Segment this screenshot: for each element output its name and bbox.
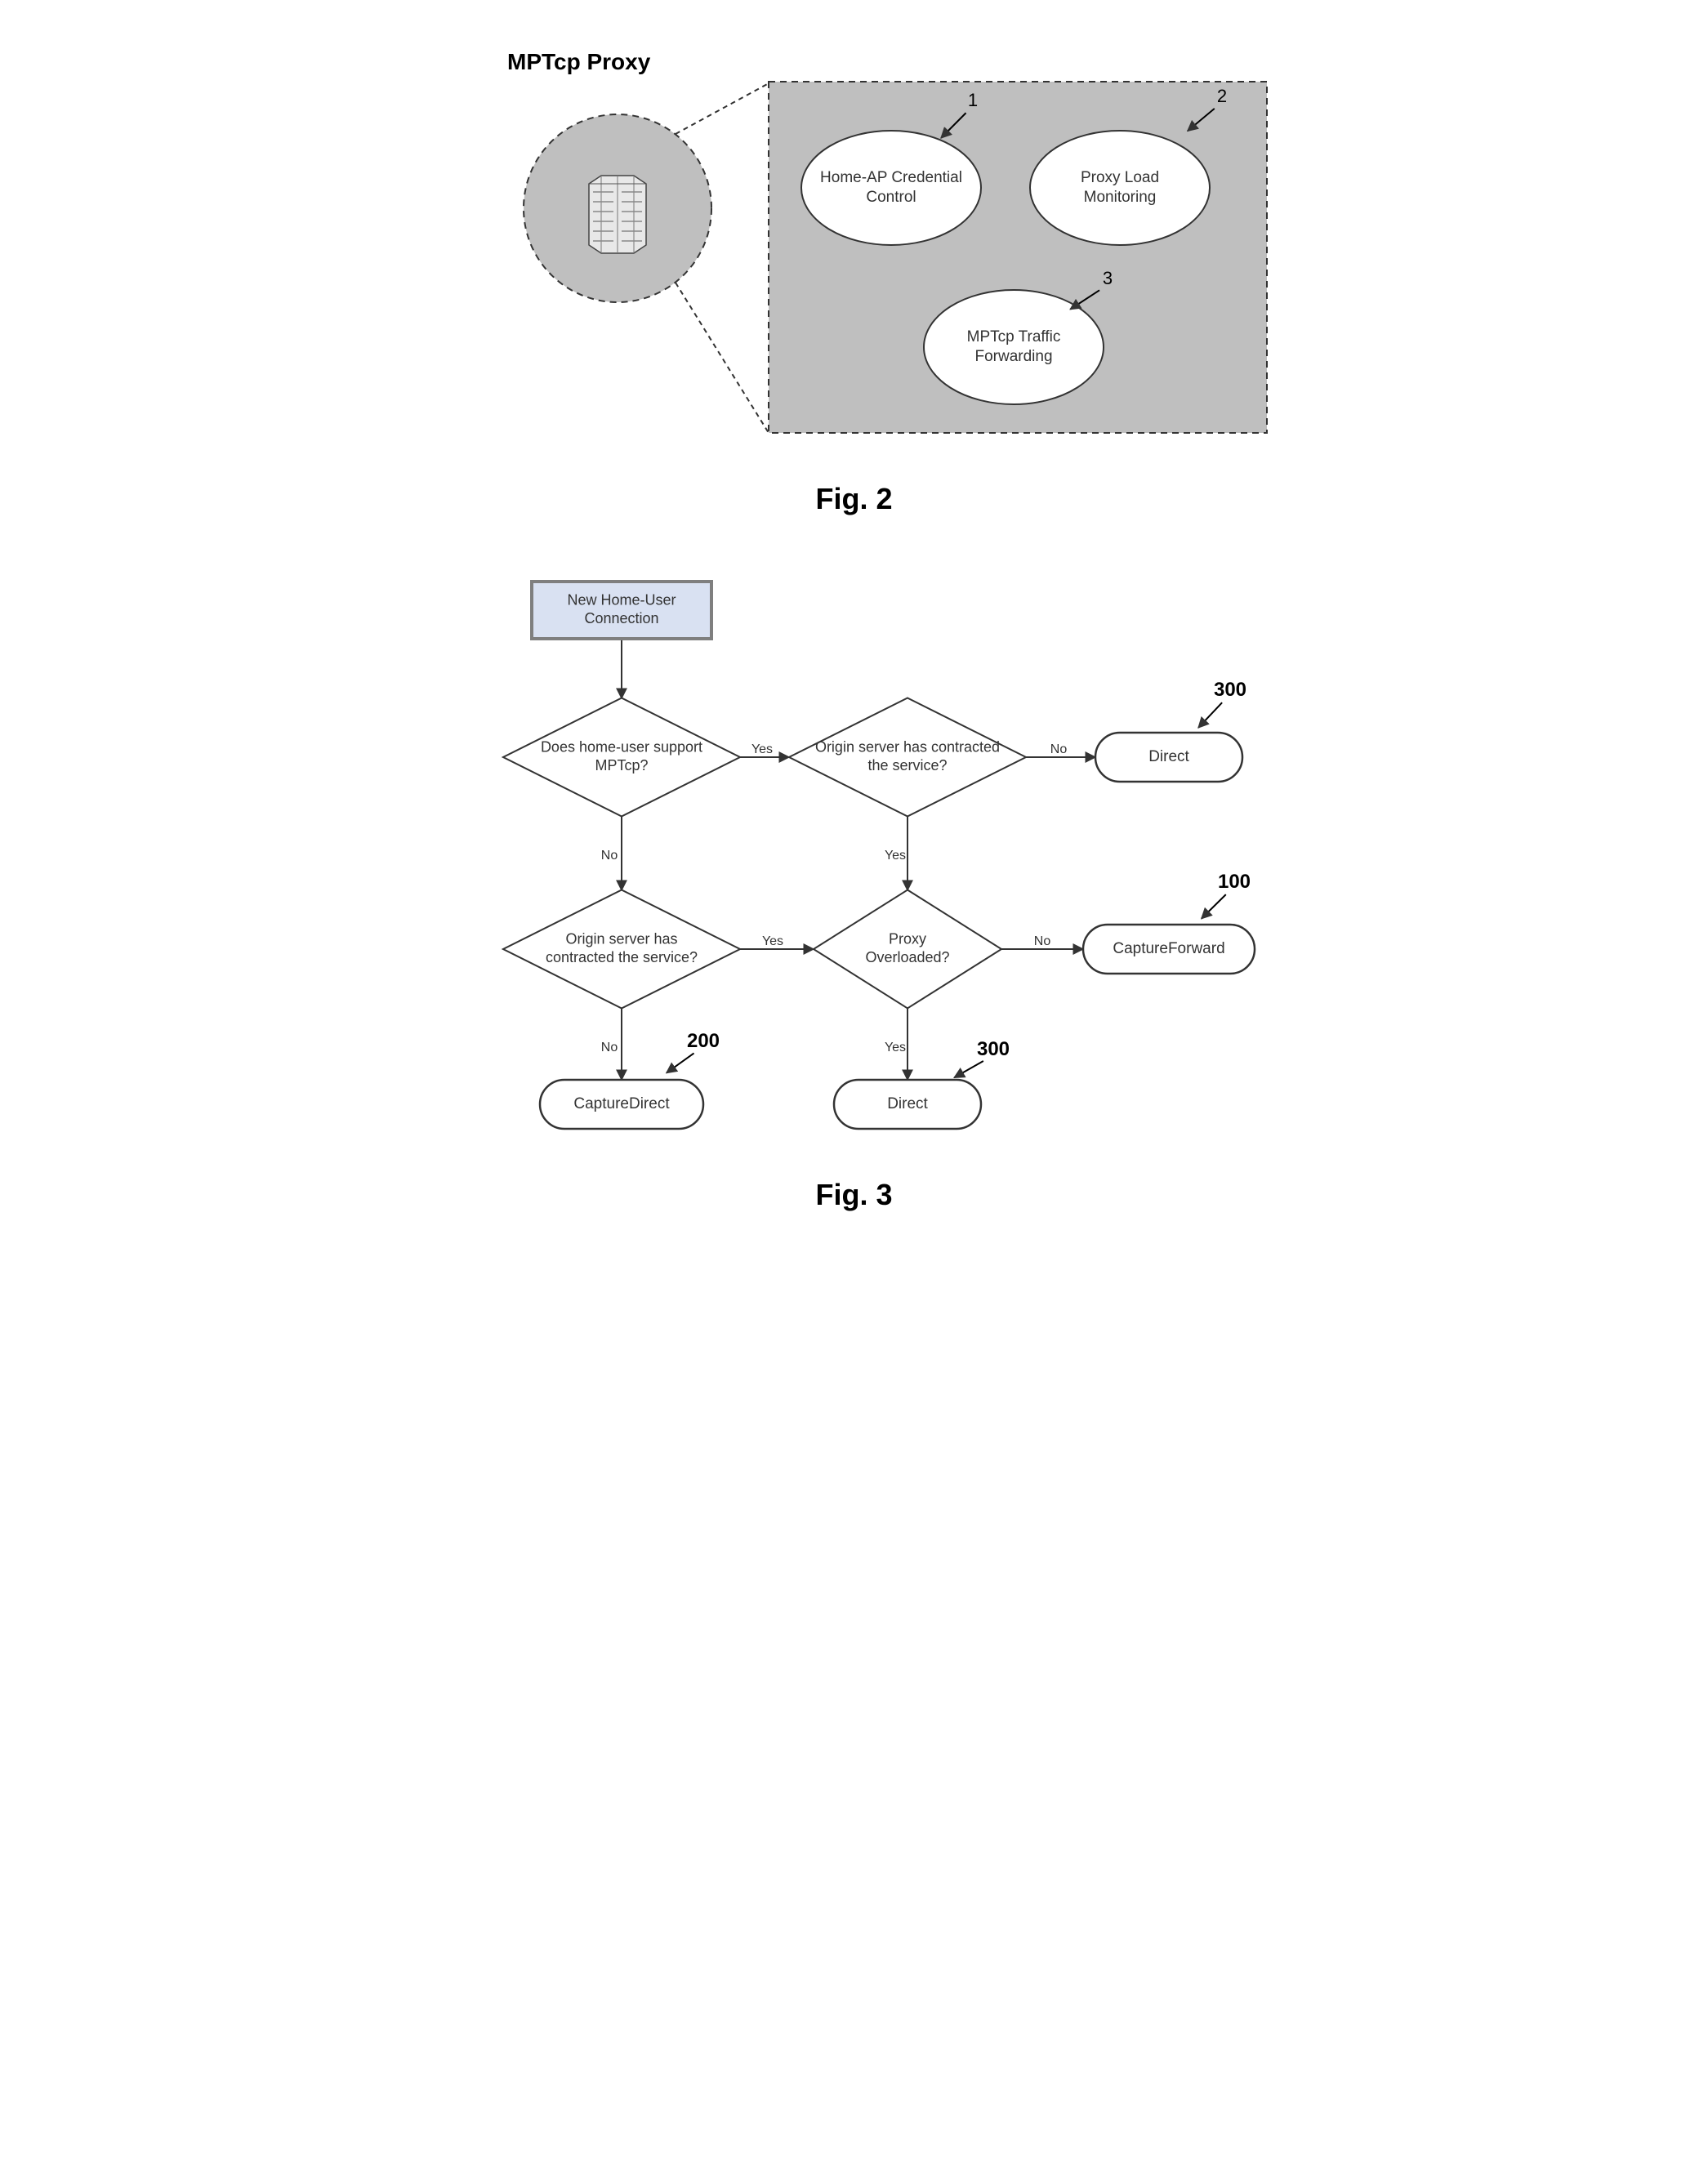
svg-text:Forwarding: Forwarding [974, 348, 1052, 365]
svg-text:Origin server has contracted: Origin server has contracted [814, 739, 999, 756]
tag-arrow [1201, 894, 1225, 919]
mptcp-proxy-title: MPTcp Proxy [507, 49, 651, 74]
svg-text:Does home-user support: Does home-user support [540, 739, 702, 756]
svg-text:Origin server has: Origin server has [565, 931, 677, 947]
fig3-caption: Fig. 3 [33, 1178, 1675, 1212]
svg-text:Overloaded?: Overloaded? [865, 949, 949, 965]
server-icon [589, 176, 646, 253]
fig3-flowchart: Yes No No Yes Yes No No Yes New Home-UserConnect… [426, 565, 1283, 1153]
edge-label: Yes [884, 1041, 905, 1054]
tag-arrow [1198, 702, 1222, 728]
tag-300: 300 [976, 1038, 1009, 1060]
svg-text:Control: Control [866, 189, 916, 206]
tag-100: 100 [1217, 871, 1250, 893]
svg-text:the service?: the service? [867, 757, 947, 773]
svg-text:Connection: Connection [584, 610, 658, 626]
edge-label: No [1033, 934, 1050, 948]
tag-arrow [666, 1053, 693, 1072]
svg-text:Proxy: Proxy [888, 931, 925, 947]
edge-label: Yes [761, 934, 783, 948]
svg-text:CaptureForward: CaptureForward [1113, 940, 1224, 957]
edge-label: Yes [884, 849, 905, 863]
svg-text:MPTcp Traffic: MPTcp Traffic [966, 328, 1060, 346]
tag-2: 2 [1216, 86, 1226, 106]
fig2-caption: Fig. 2 [33, 482, 1675, 516]
fig2-diagram: MPTcp Proxy Home-AP Credential Control 1 Pro… [426, 33, 1283, 457]
proxy-connector [676, 283, 769, 433]
edge-label: No [600, 1041, 618, 1054]
svg-text:Monitoring: Monitoring [1083, 189, 1156, 206]
svg-text:CaptureDirect: CaptureDirect [573, 1095, 670, 1112]
svg-text:Direct: Direct [887, 1095, 928, 1112]
tag-1: 1 [967, 90, 977, 110]
edge-label: No [1050, 742, 1067, 756]
svg-text:MPTcp?: MPTcp? [595, 757, 648, 773]
proxy-connector [676, 83, 769, 134]
tag-200: 200 [686, 1030, 719, 1052]
svg-text:Direct: Direct [1148, 748, 1189, 765]
svg-text:New Home-User: New Home-User [567, 592, 676, 609]
tag-arrow [954, 1061, 983, 1077]
edge-label: No [600, 849, 618, 863]
svg-text:Home-AP Credential: Home-AP Credential [820, 169, 962, 186]
tag-3: 3 [1102, 268, 1112, 288]
edge-label: Yes [751, 742, 772, 756]
svg-text:contracted the service?: contracted the service? [545, 949, 697, 965]
tag-300: 300 [1213, 679, 1246, 701]
svg-text:Proxy Load: Proxy Load [1080, 169, 1158, 186]
